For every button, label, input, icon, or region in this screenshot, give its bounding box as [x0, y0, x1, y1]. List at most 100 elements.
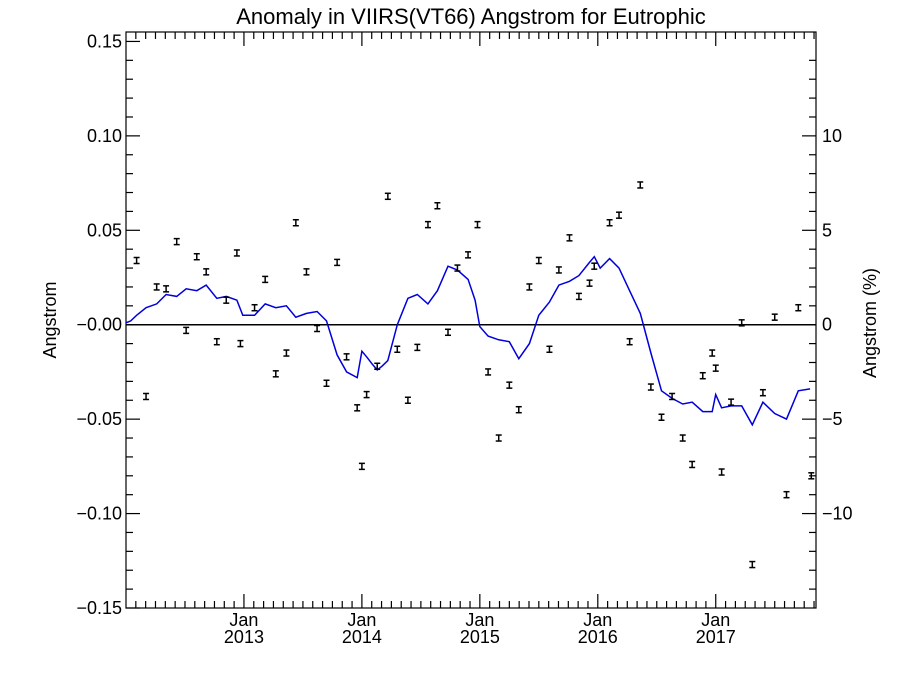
- data-point: [738, 319, 745, 327]
- data-point: [474, 220, 481, 229]
- data-point: [699, 371, 706, 380]
- data-point: [233, 249, 240, 257]
- data-point: [647, 383, 654, 391]
- data-point: [728, 398, 735, 406]
- y2-tick-label: −10: [822, 504, 853, 524]
- x-tick-label-month: Jan: [465, 610, 494, 630]
- data-point: [251, 303, 258, 312]
- data-point: [689, 460, 696, 469]
- data-point: [771, 313, 778, 321]
- x-tick-label-year: 2013: [224, 627, 264, 647]
- data-point: [323, 379, 330, 388]
- data-point: [546, 345, 553, 354]
- data-point: [334, 258, 341, 267]
- data-point: [133, 256, 140, 265]
- data-point: [363, 390, 370, 399]
- x-tick-label-month: Jan: [583, 610, 612, 630]
- data-point: [658, 413, 665, 422]
- data-point: [712, 364, 719, 372]
- data-point: [669, 392, 676, 401]
- data-point: [808, 472, 815, 480]
- data-point: [586, 279, 593, 287]
- data-point: [314, 324, 321, 333]
- data-point: [465, 251, 472, 259]
- y2-tick-label: 0: [822, 315, 832, 335]
- y2-tick-label: −5: [822, 409, 843, 429]
- data-point: [394, 345, 401, 354]
- y-tick-label: −0.15: [76, 598, 122, 618]
- y-tick-label: 0.05: [87, 220, 122, 240]
- data-point: [759, 388, 766, 397]
- series-line: [125, 255, 811, 427]
- data-point: [153, 283, 160, 291]
- data-point: [445, 328, 451, 337]
- data-point: [506, 381, 513, 389]
- data-point: [783, 490, 790, 499]
- chart-title: Anomaly in VIIRS(VT66) Angstrom for Eutr…: [236, 4, 706, 29]
- y-axis-title: Angstrom: [40, 281, 60, 358]
- x-tick-label-month: Jan: [229, 610, 258, 630]
- data-point: [575, 292, 582, 301]
- data-point: [424, 220, 431, 229]
- x-tick-label-year: 2017: [696, 627, 736, 647]
- data-point: [354, 404, 361, 412]
- data-point: [237, 339, 244, 348]
- data-point: [173, 237, 180, 246]
- data-point: [555, 266, 562, 274]
- plot-frame: [125, 31, 817, 609]
- y-tick-label: 0.15: [87, 31, 122, 51]
- data-point: [495, 434, 502, 442]
- data-point: [183, 326, 190, 335]
- x-tick-label-year: 2014: [342, 627, 382, 647]
- data-points: [133, 181, 815, 569]
- data-point: [749, 560, 756, 569]
- x-tick-label-year: 2016: [578, 627, 618, 647]
- data-point: [454, 264, 461, 272]
- data-point: [203, 268, 210, 276]
- data-point: [283, 349, 290, 357]
- data-point: [213, 337, 220, 346]
- data-point: [626, 337, 633, 346]
- data-point: [718, 468, 725, 476]
- data-point: [434, 201, 441, 210]
- x-tick-label-year: 2015: [460, 627, 500, 647]
- y-tick-label: 0.10: [87, 126, 122, 146]
- data-point: [272, 370, 279, 378]
- data-point: [163, 285, 170, 293]
- data-point: [606, 218, 613, 227]
- data-point: [795, 303, 802, 312]
- tick-labels: −0.15 −0.10 −0.05 −0.00 0.05 0.10 0.15 −10 −5 0 5 1…: [76, 31, 852, 647]
- data-point: [679, 434, 686, 442]
- data-point: [591, 262, 598, 270]
- x-tick-label-month: Jan: [701, 610, 730, 630]
- data-point: [515, 405, 522, 414]
- data-point: [404, 396, 411, 405]
- data-point: [193, 252, 200, 261]
- y-tick-label: −0.05: [76, 409, 122, 429]
- data-point: [343, 353, 350, 361]
- x-tick-label-month: Jan: [347, 610, 376, 630]
- data-point: [485, 368, 492, 376]
- data-point: [526, 283, 533, 291]
- y2-tick-label: 5: [822, 220, 832, 240]
- data-point: [414, 343, 421, 352]
- y2-tick-label: 10: [822, 126, 842, 146]
- data-point: [303, 268, 310, 276]
- data-point: [374, 362, 381, 371]
- y2-axis-title: Angstrom (%): [860, 268, 880, 378]
- data-point: [262, 275, 269, 284]
- data-point: [535, 256, 542, 265]
- data-point: [384, 192, 391, 201]
- y-tick-label: −0.00: [76, 315, 122, 335]
- data-point: [223, 296, 230, 304]
- data-point: [616, 211, 623, 219]
- data-point: [292, 218, 299, 227]
- data-point: [358, 462, 365, 471]
- axis-ticks: [126, 32, 816, 609]
- y-tick-label: −0.10: [76, 504, 122, 524]
- data-point: [143, 392, 150, 401]
- data-point: [566, 234, 573, 242]
- data-point: [709, 349, 716, 357]
- data-point: [637, 181, 644, 189]
